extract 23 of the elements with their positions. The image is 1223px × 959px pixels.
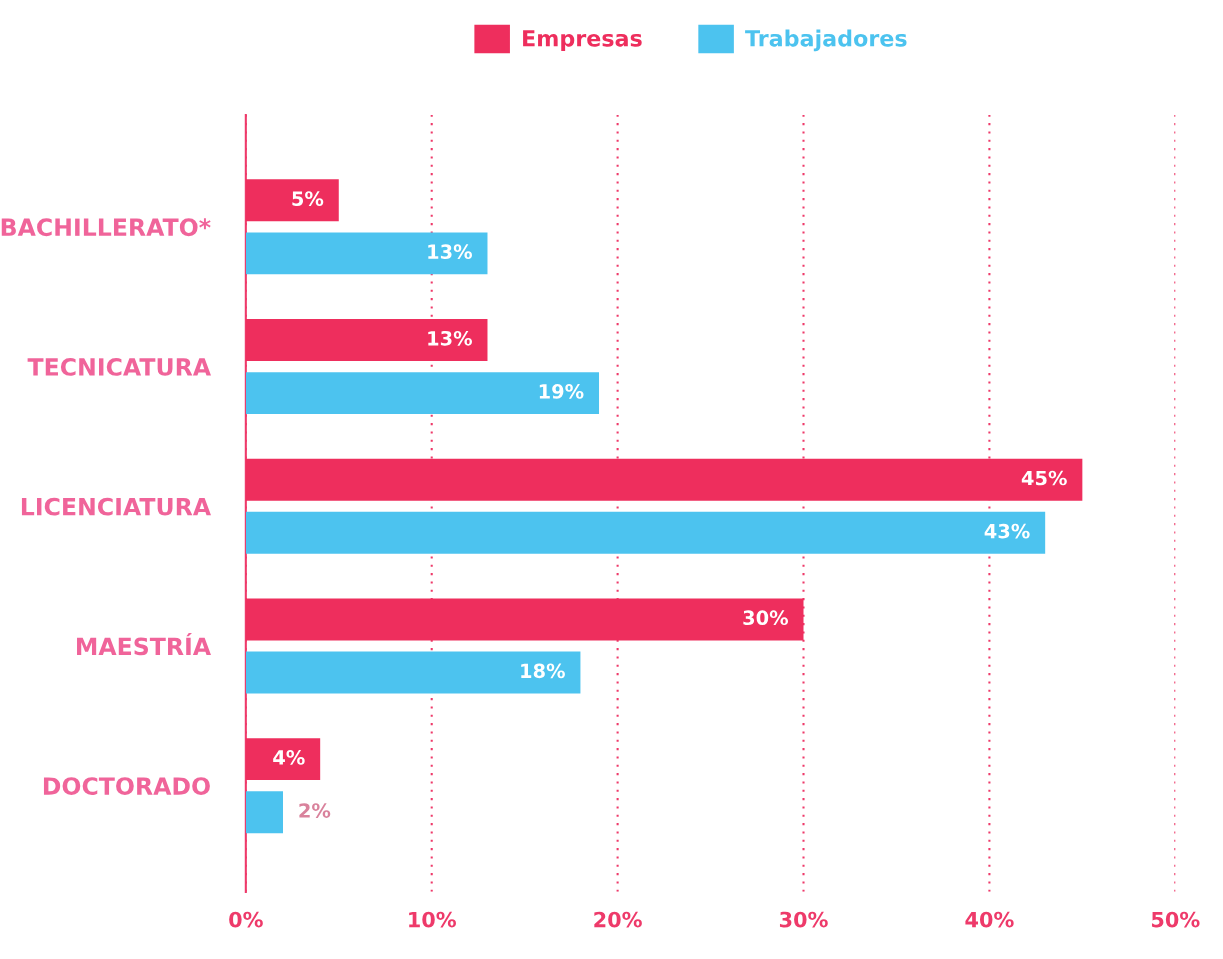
y-tick-label: TECNICATURA	[27, 358, 211, 376]
data-label: 43%	[984, 523, 1030, 539]
data-label: 13%	[428, 330, 472, 346]
data-label: 45%	[1021, 470, 1067, 486]
legend-label: Trabajadores	[745, 29, 907, 52]
data-label: 30%	[743, 610, 789, 626]
data-label: 5%	[292, 191, 324, 206]
x-tick-label: 20%	[594, 911, 642, 928]
data-label: 13%	[428, 244, 472, 260]
x-tick-label: 30%	[779, 911, 828, 928]
x-tick-label: 50%	[1151, 911, 1200, 928]
y-tick-label: DOCTORADO	[43, 777, 210, 795]
data-label: 4%	[273, 750, 305, 765]
legend-label: Empresas	[523, 30, 642, 51]
x-tick-label: 40%	[965, 911, 1014, 928]
y-tick-label: LICENCIATURA	[21, 497, 211, 516]
x-tick-label: 10%	[409, 911, 456, 928]
x-tick-label: 0%	[229, 911, 263, 928]
data-label: 18%	[521, 663, 565, 679]
y-tick-label: BACHILLERATO*	[1, 218, 211, 237]
data-label: 2%	[299, 803, 331, 818]
y-tick-label: MAESTRÍA	[77, 633, 211, 656]
data-label: 19%	[539, 384, 584, 399]
